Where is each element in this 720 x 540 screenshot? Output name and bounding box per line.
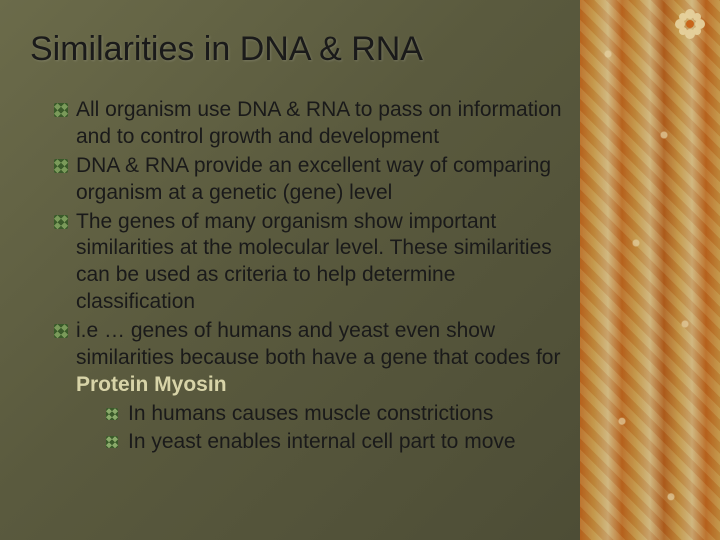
bullet-text: i.e … genes of humans and yeast even sho… (76, 319, 560, 369)
slide: Similarities in DNA & RNA All organism u… (0, 0, 720, 540)
bullet-item: All organism use DNA & RNA to pass on in… (54, 97, 690, 151)
content-area: Similarities in DNA & RNA All organism u… (0, 0, 720, 540)
bullet-item: i.e … genes of humans and yeast even sho… (54, 318, 690, 455)
slide-title: Similarities in DNA & RNA (30, 30, 690, 69)
sub-bullet-item: In humans causes muscle constrictions (106, 401, 580, 428)
sub-bullet-list: In humans causes muscle constrictions In… (76, 401, 580, 456)
highlight-text: Protein Myosin (76, 373, 227, 396)
bullet-list: All organism use DNA & RNA to pass on in… (30, 97, 690, 455)
bullet-item: DNA & RNA provide an excellent way of co… (54, 153, 690, 207)
sub-bullet-item: In yeast enables internal cell part to m… (106, 429, 580, 456)
bullet-item: The genes of many organism show importan… (54, 209, 690, 317)
